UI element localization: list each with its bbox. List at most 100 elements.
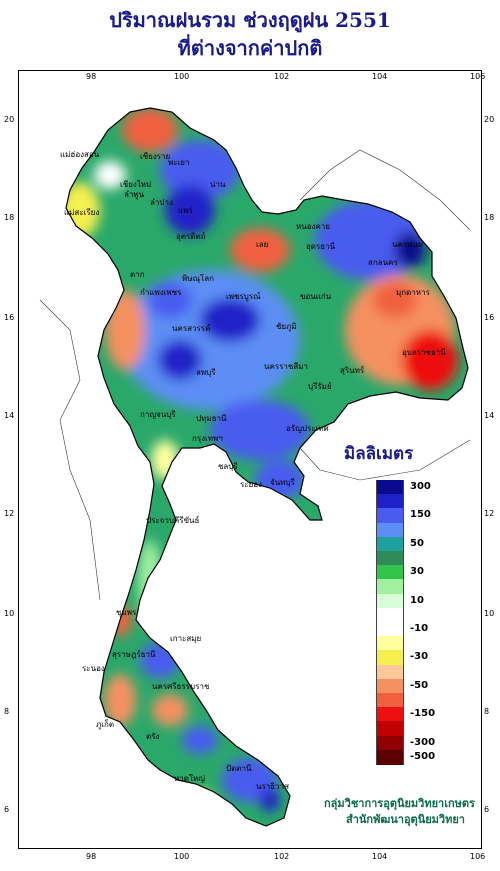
province-label: ตาก	[130, 270, 145, 279]
legend-swatch	[376, 536, 404, 552]
province-label: นครศรีธรรมราช	[152, 682, 210, 691]
lon-tick-bottom: 100	[174, 852, 190, 861]
legend-swatch	[376, 636, 404, 652]
province-label: ตรัง	[146, 732, 160, 741]
province-label: ชุมพร	[116, 608, 137, 617]
lat-tick-left: 16	[4, 313, 15, 322]
legend-label: 150	[410, 509, 431, 521]
legend-swatch	[376, 678, 404, 694]
legend-swatch	[376, 749, 404, 765]
legend-swatch	[376, 593, 404, 609]
province-label: อุดรธานี	[306, 242, 336, 251]
lon-tick-bottom: 98	[86, 852, 97, 861]
province-label: เพชรบูรณ์	[226, 292, 261, 301]
province-label: จันทบุรี	[270, 478, 295, 487]
province-label: แพร่	[178, 206, 193, 215]
province-label: ปัตตานี	[226, 764, 252, 773]
province-label: นครสวรรค์	[172, 324, 211, 333]
province-label: น่าน	[210, 180, 226, 189]
legend-swatch	[376, 551, 404, 566]
lat-tick-right: 20	[484, 115, 495, 124]
legend-swatch	[376, 622, 404, 637]
lat-tick-right: 16	[484, 313, 495, 322]
legend-label: -150	[410, 708, 436, 720]
province-label: บุรีรัมย์	[308, 382, 332, 391]
legend-swatch	[376, 565, 404, 581]
legend-label: 300	[410, 481, 431, 492]
province-label: พะเยา	[168, 158, 190, 167]
province-label: สุรินทร์	[340, 366, 365, 375]
legend-label: -50	[410, 679, 429, 691]
legend-label: -300	[410, 736, 436, 748]
legend-swatch	[376, 508, 404, 524]
province-label: ประจวบคีรีขันธ์	[146, 516, 200, 525]
map-subtitle: ที่ต่างจากค่าปกติ	[177, 36, 323, 60]
province-label: ภูเก็ต	[96, 720, 115, 729]
lat-tick-left: 14	[4, 411, 15, 420]
province-label: นราธิวาส	[256, 782, 290, 791]
legend-swatch	[376, 721, 404, 737]
province-label: มุกดาหาร	[396, 288, 430, 297]
lon-tick-top: 100	[174, 72, 190, 81]
province-label: ลพบุรี	[196, 368, 216, 377]
lat-tick-right: 18	[484, 213, 495, 222]
legend-swatch	[376, 607, 404, 623]
credit-line-2: สำนักพัฒนาอุตุนิยมวิทยา	[346, 813, 465, 826]
lat-tick-left: 8	[4, 707, 10, 716]
legend-swatch	[376, 579, 404, 595]
lat-tick-left: 20	[4, 115, 15, 124]
province-label: กาญจนบุรี	[140, 410, 176, 419]
lat-tick-left: 10	[4, 609, 15, 618]
legend-swatch	[376, 693, 404, 708]
province-label: ปทุมธานี	[196, 414, 227, 423]
province-label: ชัยภูมิ	[276, 322, 297, 331]
lon-tick-top: 104	[372, 72, 388, 81]
lon-tick-bottom: 104	[372, 852, 388, 861]
province-label: ขอนแก่น	[300, 292, 332, 301]
lon-tick-bottom: 106	[470, 852, 486, 861]
province-label: เกาะสมุย	[170, 634, 202, 643]
province-label: หาดใหญ่	[174, 774, 205, 783]
neighbor-borders	[39, 149, 471, 601]
credit-line-1: กลุ่มวิชาการอุตุนิยมวิทยาเกษตร	[324, 797, 475, 810]
lat-tick-left: 12	[4, 509, 15, 518]
province-label: เลย	[256, 240, 269, 249]
lat-tick-left: 18	[4, 213, 15, 222]
map-frame	[18, 70, 482, 849]
province-label: เชียงใหม่	[120, 180, 152, 189]
lat-tick-right: 6	[484, 805, 490, 814]
map-title: ปริมาณฝนรวม ช่วงฤดูฝน 2551	[109, 8, 391, 32]
legend-swatch	[376, 522, 404, 538]
province-label: หนองคาย	[296, 222, 330, 231]
thailand-border	[65, 107, 469, 827]
province-label: ลำปาง	[150, 198, 173, 207]
legend-title: มิลลิเมตร	[344, 444, 414, 464]
province-label: กรุงเทพฯ	[192, 434, 223, 443]
province-label: ชลบุรี	[218, 462, 238, 471]
legend-label: 50	[410, 537, 424, 549]
province-label: ระนอง	[82, 664, 105, 673]
province-label: อุตรดิตถ์	[176, 232, 206, 241]
lat-tick-right: 14	[484, 411, 495, 420]
legend-swatch	[376, 494, 404, 510]
province-label: สกลนคร	[368, 258, 398, 267]
legend-swatch	[376, 735, 404, 751]
lon-tick-top: 106	[470, 72, 486, 81]
legend-swatch	[376, 480, 404, 495]
legend-swatch	[376, 650, 404, 666]
legend-label: 30	[410, 566, 424, 578]
province-label: เชียงราย	[140, 152, 171, 161]
province-label: ลำพูน	[124, 190, 145, 199]
province-label: อรัญประเทศ	[286, 424, 329, 433]
province-label: กำแพงเพชร	[140, 288, 182, 297]
province-label: สุราษฎร์ธานี	[112, 650, 156, 659]
lon-tick-bottom: 102	[274, 852, 290, 861]
lat-tick-right: 8	[484, 707, 490, 716]
province-label: นครราชสีมา	[264, 362, 308, 371]
lon-tick-top: 98	[86, 72, 97, 81]
lon-tick-top: 102	[274, 72, 290, 81]
lat-tick-left: 6	[4, 805, 10, 814]
lat-tick-right: 12	[484, 509, 495, 518]
province-label: แม่สะเรียง	[64, 208, 100, 217]
legend-label: -10	[410, 623, 429, 634]
